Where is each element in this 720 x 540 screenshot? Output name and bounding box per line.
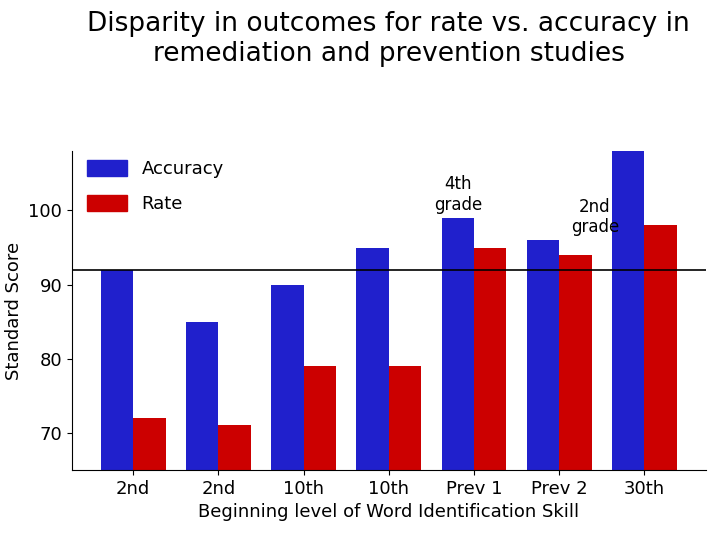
Bar [133,418,166,540]
Y-axis label: Standard Score: Standard Score [5,241,23,380]
Text: 2nd
grade: 2nd grade [571,198,619,237]
Bar [389,366,421,540]
Bar [101,270,133,540]
Bar [474,247,506,540]
Bar [304,366,336,540]
Legend: Accuracy, Rate: Accuracy, Rate [87,160,224,213]
Bar [612,99,644,540]
Bar [559,255,592,540]
Bar [527,240,559,540]
Text: 4th
grade: 4th grade [433,176,482,214]
Bar [218,426,251,540]
Bar [186,322,218,540]
Bar [644,225,677,540]
Bar [271,285,304,540]
Text: Disparity in outcomes for rate vs. accuracy in
remediation and prevention studie: Disparity in outcomes for rate vs. accur… [87,11,690,67]
X-axis label: Beginning level of Word Identification Skill: Beginning level of Word Identification S… [198,503,580,521]
Bar [356,247,389,540]
Bar [441,218,474,540]
